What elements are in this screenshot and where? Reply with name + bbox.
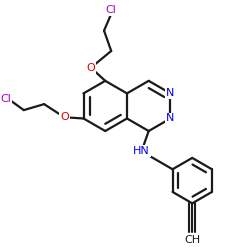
Text: N: N	[166, 88, 174, 99]
Text: Cl: Cl	[0, 94, 11, 104]
Text: N: N	[166, 114, 174, 124]
Text: Cl: Cl	[106, 5, 117, 15]
Text: CH: CH	[184, 235, 200, 245]
Text: O: O	[60, 112, 69, 122]
Text: O: O	[86, 63, 95, 73]
Text: HN: HN	[133, 146, 150, 156]
